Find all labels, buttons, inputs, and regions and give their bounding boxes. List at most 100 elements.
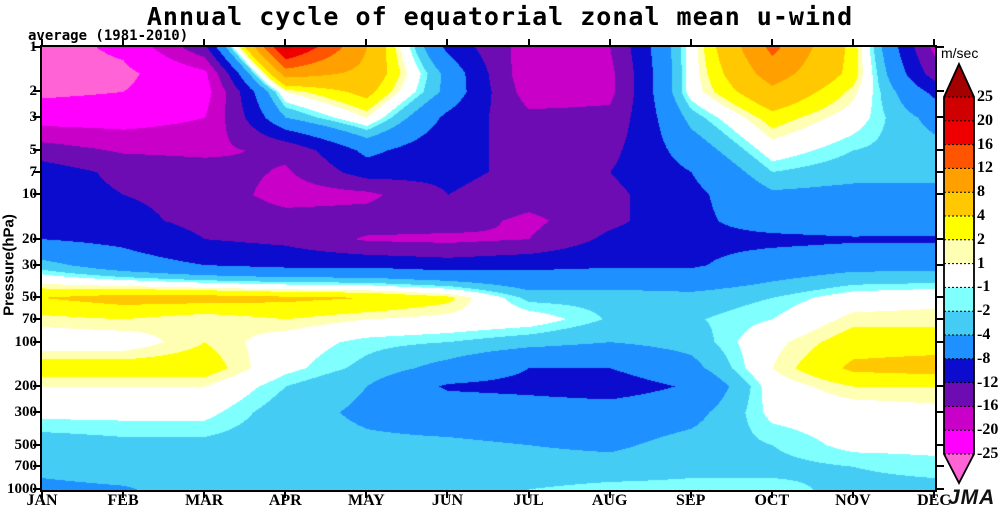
x-tick [446,39,449,45]
x-tick [446,492,449,498]
month-label: NOV [835,492,871,509]
x-tick [933,39,935,45]
colorbar-tick-label: -4 [977,326,991,343]
y-tick [33,317,40,320]
colorbar-tick-label: 20 [977,111,993,129]
month-label: APR [268,492,302,509]
y-tick [33,193,40,196]
colorbar-tick-label: 4 [977,207,985,224]
month-label: SEP [676,492,706,509]
y-tick [33,340,40,343]
y-tick [937,90,944,93]
y-tick [937,410,944,413]
x-tick [851,39,854,45]
x-tick [527,39,530,45]
y-tick [33,237,40,240]
colorbar-tick-label: 2 [977,230,985,248]
y-tick-label: 1 [0,39,38,55]
y-tick [937,296,944,299]
y-tick-label: 100 [14,333,38,350]
x-tick [203,492,206,498]
colorbar [943,62,975,485]
colorbar-tick-label: -25 [977,445,999,462]
y-tick [33,296,40,299]
y-tick [937,465,944,468]
y-tick [33,46,40,48]
colorbar-tick-label: 1 [977,254,985,272]
x-tick [770,492,773,498]
y-tick [937,170,944,173]
x-tick [365,492,368,498]
y-tick-label: 2 [0,83,38,99]
y-tick [33,90,40,93]
y-tick [937,488,944,490]
month-label: JUN [431,492,463,509]
y-tick-label: 20 [22,230,37,247]
colorbar-tick-label: -1 [977,278,991,296]
month-label: JAN [26,492,58,509]
y-tick-label: 1000 [7,481,37,497]
month-label: FEB [107,492,139,509]
y-tick [937,193,944,196]
y-tick [33,410,40,413]
x-tick [284,39,287,45]
colorbar-tick-label: 12 [977,159,993,177]
x-tick [41,492,43,498]
y-tick [937,116,944,119]
colorbar-tick-label: 25 [977,88,993,105]
chart-subtitle: average (1981-2010) [28,28,189,44]
y-tick-label: 200 [14,378,38,395]
month-label: AUG [591,492,628,509]
colorbar-tick-label: -2 [977,302,991,320]
y-tick-label: 700 [14,458,38,475]
jma-logo: JMA [948,486,996,509]
x-tick [770,39,773,45]
colorbar-tick-label: -12 [977,373,999,391]
colorbar-tick-label: 8 [977,183,985,201]
y-tick-label: 50 [22,289,37,306]
x-tick [284,492,287,498]
y-tick [937,237,944,240]
month-label: JUL [513,492,544,509]
month-label: DEC [917,492,951,509]
x-tick [122,492,125,498]
y-tick [937,46,944,48]
y-tick-label: 500 [14,436,38,453]
x-tick [365,39,368,45]
x-tick [851,492,854,498]
y-tick [33,488,40,490]
y-tick-label: 70 [22,310,37,327]
y-tick [33,170,40,173]
x-tick [933,492,935,498]
colorbar-tick-label: -16 [977,397,999,415]
y-tick-label: 3 [0,109,38,125]
x-tick [608,492,611,498]
month-label: MAR [185,492,224,509]
colorbar-tick-label: 16 [977,135,993,153]
y-tick [33,263,40,266]
colorbar-unit-label: m/sec [941,45,979,61]
x-tick [122,39,125,45]
y-tick [937,148,944,151]
chart-title: Annual cycle of equatorial zonal mean u-… [146,2,854,31]
x-tick [608,39,611,45]
x-tick [689,492,692,498]
y-tick [33,385,40,388]
y-tick [937,317,944,320]
y-tick [937,385,944,388]
colorbar-tick-label: -8 [977,349,991,367]
month-label: MAY [347,492,385,509]
y-tick [937,263,944,266]
y-tick [937,340,944,343]
x-tick [689,39,692,45]
x-tick [41,39,43,45]
uwind-contour-field [42,47,935,490]
y-tick-label: 300 [14,403,38,420]
colorbar-tick-label: -20 [977,421,999,439]
y-tick-label: 5 [0,142,38,158]
x-tick [527,492,530,498]
y-tick [937,443,944,446]
x-tick [203,39,206,45]
y-tick-label: 10 [22,186,37,203]
month-label: OCT [754,492,790,509]
